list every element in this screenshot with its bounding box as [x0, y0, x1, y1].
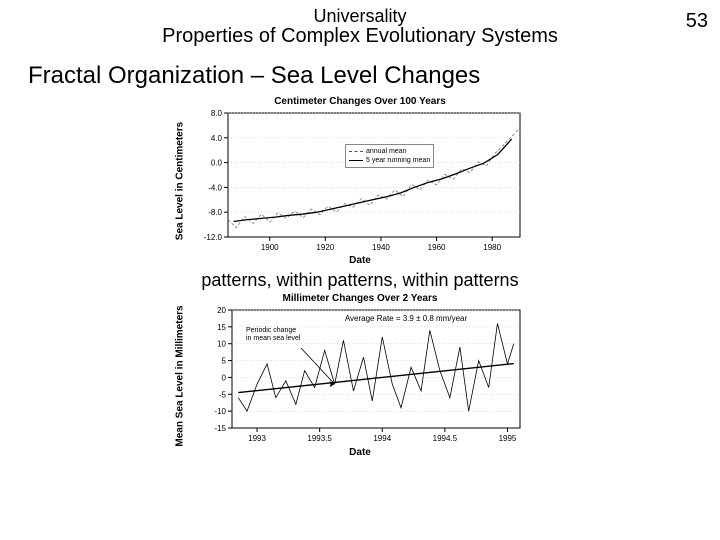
svg-text:-5: -5 [219, 390, 227, 399]
svg-text:-8.0: -8.0 [208, 208, 222, 217]
svg-text:1920: 1920 [316, 243, 334, 252]
svg-text:0.0: 0.0 [211, 159, 223, 168]
svg-text:15: 15 [217, 323, 226, 332]
svg-text:-15: -15 [214, 424, 226, 433]
legend-annual: annual mean [366, 147, 406, 156]
svg-text:8.0: 8.0 [211, 109, 223, 118]
svg-text:Average Rate = 3.9 ± 0.8 mm/ye: Average Rate = 3.9 ± 0.8 mm/year [345, 314, 468, 323]
chart-centimeters: Centimeter Changes Over 100 Years -12.0 -… [190, 96, 530, 266]
svg-text:1994: 1994 [373, 434, 391, 443]
svg-text:1993.5: 1993.5 [307, 434, 332, 443]
chart2-ylabel: Mean Sea Level in Millimeters [175, 305, 186, 446]
svg-text:-12.0: -12.0 [204, 233, 223, 242]
chart2-title: Millimeter Changes Over 2 Years [190, 293, 530, 304]
chart1-xlabel: Date [190, 255, 530, 266]
svg-text:20: 20 [217, 306, 226, 315]
chart2-xlabel: Date [190, 447, 530, 458]
chart-millimeters: Millimeter Changes Over 2 Years -15 -10 -5… [190, 293, 530, 458]
svg-text:1994.5: 1994.5 [433, 434, 458, 443]
page-number: 53 [686, 10, 708, 33]
main-title: Fractal Organization – Sea Level Changes [28, 62, 720, 90]
chart1-title: Centimeter Changes Over 100 Years [190, 96, 530, 107]
subtitle: Properties of Complex Evolutionary Syste… [0, 25, 720, 48]
chart1-ylabel: Sea Level in Centimeters [175, 122, 186, 240]
legend-5yr: 5 year running mean [366, 156, 430, 165]
interstitial-text: patterns, within patterns, within patter… [0, 270, 720, 291]
svg-text:1900: 1900 [261, 243, 279, 252]
chart1-legend: annual mean 5 year running mean [345, 144, 434, 168]
chart2-annotation: Periodic change in mean sea level [246, 327, 300, 342]
svg-text:10: 10 [217, 340, 226, 349]
svg-text:4.0: 4.0 [211, 134, 223, 143]
svg-text:1940: 1940 [372, 243, 390, 252]
svg-text:0: 0 [222, 373, 227, 382]
svg-text:1960: 1960 [428, 243, 446, 252]
svg-text:5: 5 [222, 357, 227, 366]
svg-text:-4.0: -4.0 [208, 183, 222, 192]
super-title: Universality [0, 0, 720, 27]
svg-text:1993: 1993 [248, 434, 266, 443]
svg-text:1995: 1995 [499, 434, 517, 443]
svg-text:1980: 1980 [483, 243, 501, 252]
svg-text:-10: -10 [214, 407, 226, 416]
